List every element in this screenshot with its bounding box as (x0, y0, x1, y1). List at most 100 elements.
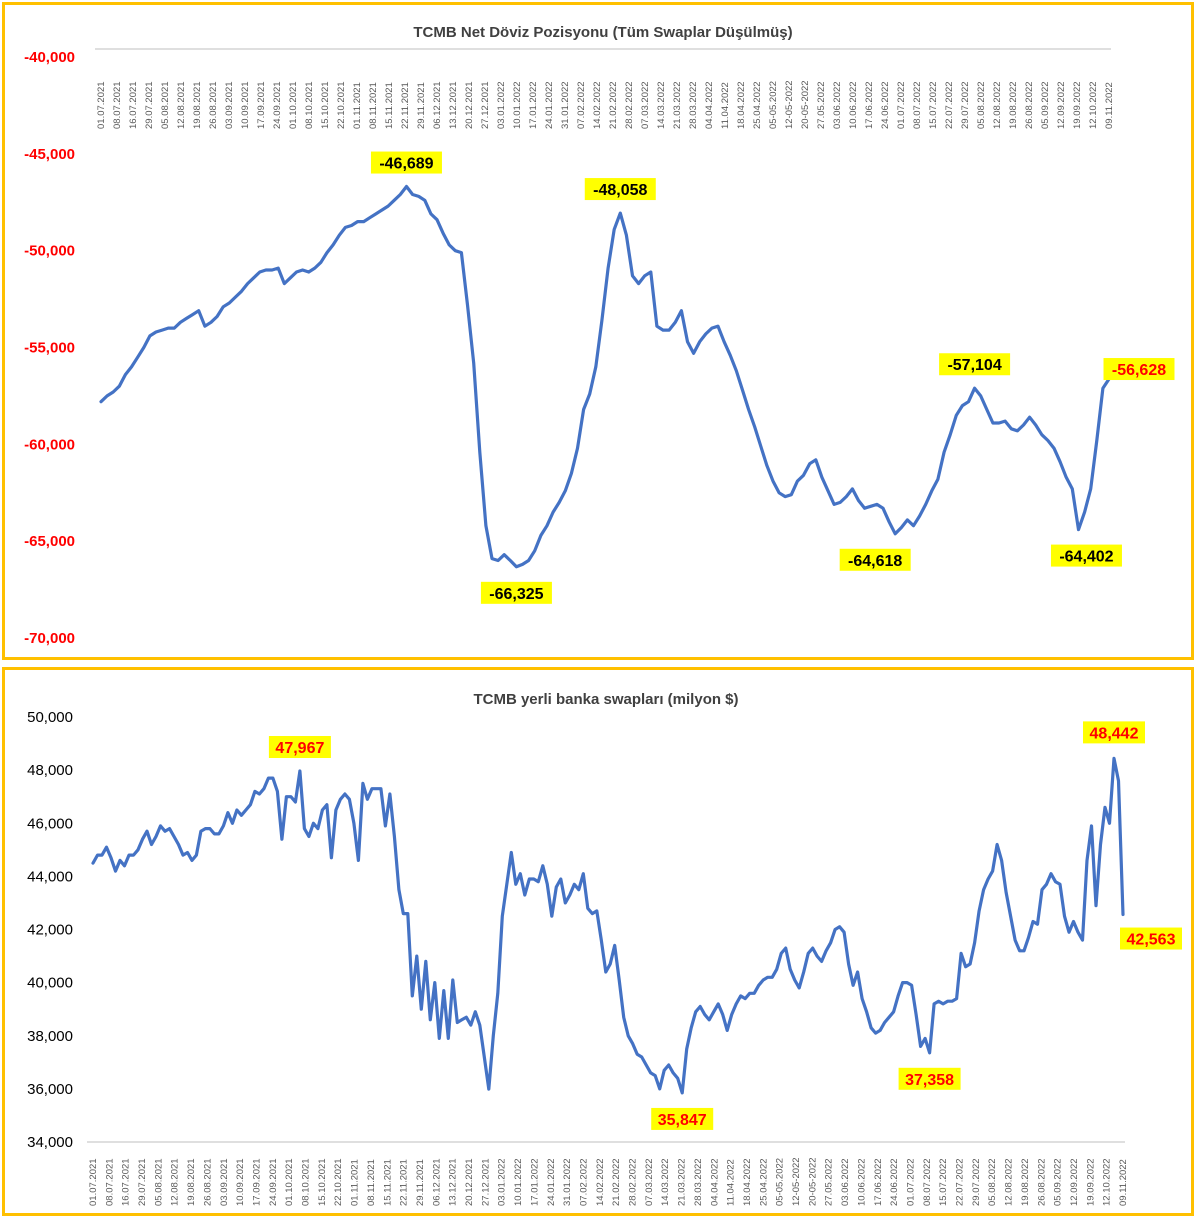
y-tick-label: -70,000 (24, 630, 75, 647)
x-tick-label: 24.01.2022 (544, 81, 555, 129)
net-fx-position-chart: TCMB Net Döviz Pozisyonu (Tüm Swaplar Dü… (24, 24, 1175, 647)
data-label: -64,618 (839, 548, 911, 571)
x-tick-label: 12.09.2022 (1056, 81, 1067, 129)
x-tick-label: 01.10.2021 (288, 81, 299, 129)
x-tick-label: 08.07.2021 (112, 81, 123, 129)
x-tick-label: 01.11.2021 (350, 1159, 361, 1206)
x-tick-label: 04.04.2022 (709, 1158, 720, 1206)
x-tick-label: 28.02.2022 (628, 1158, 639, 1206)
svg-text:47,967: 47,967 (275, 740, 324, 757)
y-tick-label: 34,000 (27, 1134, 73, 1151)
x-tick-label: 01.10.2021 (284, 1158, 295, 1206)
x-tick-label: 14.03.2022 (660, 1158, 671, 1206)
x-tick-label: 05.09.2022 (1040, 81, 1051, 129)
x-tick-label: 15.11.2021 (382, 1159, 393, 1206)
x-tick-label: 13.12.2021 (448, 81, 459, 129)
x-tick-label: 05.08.2021 (160, 81, 171, 129)
svg-text:48,442: 48,442 (1090, 725, 1139, 742)
data-label: 48,442 (1083, 721, 1146, 744)
x-tick-label: 29.07.2021 (137, 1158, 148, 1206)
y-tick-label: 40,000 (27, 975, 73, 992)
x-tick-label: 28.02.2022 (624, 81, 635, 129)
data-label: -66,325 (480, 581, 552, 604)
x-tick-label: 08.10.2021 (301, 1158, 312, 1206)
x-tick-label: 29.07.2021 (144, 81, 155, 129)
x-tick-label: 14.03.2022 (656, 81, 667, 129)
x-tick-label: 27.05.2022 (816, 81, 827, 129)
x-tick-label: 26.08.2021 (208, 81, 219, 129)
x-tick-label: 06.12.2021 (431, 1158, 442, 1206)
x-tick-label: 19.09.2022 (1085, 1158, 1096, 1206)
x-tick-label: 03.09.2021 (224, 81, 235, 129)
x-tick-label: 24.06.2022 (889, 1158, 900, 1206)
svg-text:-56,628: -56,628 (1112, 362, 1166, 379)
x-tick-label: 03.06.2022 (832, 81, 843, 129)
x-tick-label: 09.11.2022 (1118, 1159, 1129, 1206)
y-tick-label: 36,000 (27, 1081, 73, 1098)
x-tick-label: 06.12.2021 (432, 81, 443, 129)
x-tick-label: 05.08.2022 (976, 81, 987, 129)
svg-text:-48,058: -48,058 (593, 182, 647, 199)
x-tick-label: 17.06.2022 (864, 81, 875, 129)
x-tick-label: 17.06.2022 (873, 1158, 884, 1206)
chart-title: TCMB yerli banka swapları (milyon $) (473, 691, 738, 708)
svg-text:-57,104: -57,104 (947, 357, 1001, 374)
x-tick-label: 14.02.2022 (595, 1158, 606, 1206)
x-tick-label: 08.10.2021 (304, 81, 315, 129)
x-tick-label: 24.09.2021 (272, 81, 283, 129)
x-tick-label: 19.08.2021 (186, 1158, 197, 1206)
x-tick-label: 01.07.2022 (905, 1158, 916, 1206)
x-tick-label: 03.01.2022 (497, 1158, 508, 1206)
x-tick-label: 29.11.2021 (415, 1159, 426, 1206)
x-tick-label: 11.04.2022 (720, 82, 731, 129)
data-label: 35,847 (651, 1107, 714, 1130)
x-tick-label: 20-05-2022 (807, 1157, 818, 1206)
data-label: 42,563 (1120, 927, 1182, 950)
series-line (99, 184, 1111, 569)
x-tick-label: 10.09.2021 (240, 81, 251, 129)
svg-text:37,358: 37,358 (905, 1072, 954, 1089)
x-tick-label: 01.07.2021 (88, 1158, 99, 1206)
x-tick-label: 10.06.2022 (848, 81, 859, 129)
x-tick-label: 22.10.2021 (336, 81, 347, 129)
x-tick-label: 15.10.2021 (320, 81, 331, 129)
svg-text:-46,689: -46,689 (379, 156, 433, 173)
x-tick-label: 08.11.2021 (368, 82, 379, 129)
x-tick-label: 10.01.2022 (513, 1158, 524, 1206)
svg-text:42,563: 42,563 (1127, 932, 1176, 949)
y-tick-label: -45,000 (24, 146, 75, 163)
x-tick-label: 08.07.2021 (104, 1158, 115, 1206)
chart-panel-bank-swaps: TCMB yerli banka swapları (milyon $) 34,0… (2, 667, 1194, 1216)
y-tick-label: -60,000 (24, 436, 75, 453)
x-tick-label: 12.10.2022 (1088, 81, 1099, 129)
x-tick-label: 15.07.2022 (938, 1158, 949, 1206)
x-tick-label: 12.10.2022 (1102, 1158, 1113, 1206)
x-tick-label: 26.08.2021 (202, 1158, 213, 1206)
series-line (91, 756, 1125, 1095)
svg-text:-64,618: -64,618 (848, 553, 902, 570)
x-tick-label: 31.01.2022 (560, 81, 571, 129)
x-tick-label: 27.12.2021 (480, 1158, 491, 1206)
x-tick-label: 12.08.2021 (176, 81, 187, 129)
y-tick-label: 46,000 (27, 815, 73, 832)
data-label: -64,402 (1050, 544, 1122, 567)
y-tick-label: 44,000 (27, 868, 73, 885)
x-tick-label: 15.10.2021 (317, 1158, 328, 1206)
x-tick-label: 22.07.2022 (944, 81, 955, 129)
x-tick-label: 25.04.2022 (758, 1158, 769, 1206)
y-tick-label: 42,000 (27, 922, 73, 939)
x-tick-label: 07.03.2022 (640, 81, 651, 129)
x-tick-label: 20.12.2021 (464, 81, 475, 129)
x-tick-label: 18.04.2022 (736, 81, 747, 129)
y-tick-label: 50,000 (27, 709, 73, 726)
x-tick-label: 24.06.2022 (880, 81, 891, 129)
x-tick-label: 27.12.2021 (480, 81, 491, 129)
x-tick-label: 28.03.2022 (688, 81, 699, 129)
x-tick-label: 16.07.2021 (121, 1158, 132, 1206)
x-tick-label: 15.07.2022 (928, 81, 939, 129)
data-label: -48,058 (584, 178, 656, 201)
x-tick-label: 17.01.2022 (528, 81, 539, 129)
x-tick-label: 01.11.2021 (352, 82, 363, 129)
bank-swaps-chart: TCMB yerli banka swapları (milyon $) 34,0… (27, 691, 1182, 1206)
data-label: 37,358 (898, 1067, 961, 1090)
